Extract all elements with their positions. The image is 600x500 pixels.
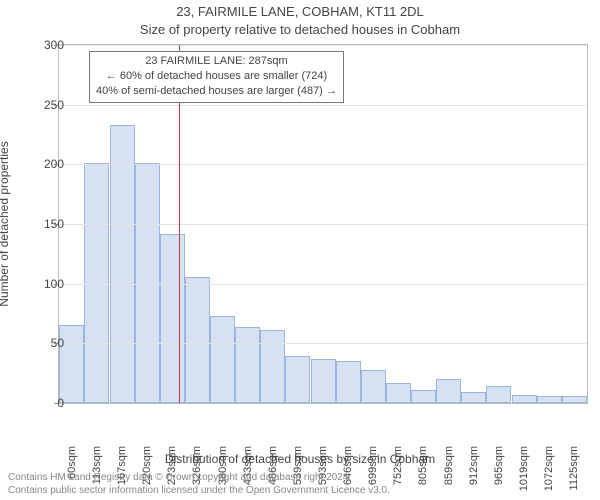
histogram-bar [110, 125, 135, 403]
y-tick-label: 50 [24, 336, 64, 350]
y-tick-mark [54, 164, 58, 165]
histogram-bar [411, 390, 436, 403]
chart-container: 23, FAIRMILE LANE, COBHAM, KT11 2DL Size… [0, 0, 600, 500]
attribution-line2: Contains public sector information licen… [8, 485, 390, 496]
histogram-bar [361, 370, 386, 403]
y-tick-mark [54, 224, 58, 225]
x-axis-label: Distribution of detached houses by size … [0, 452, 600, 466]
y-tick-mark [54, 343, 58, 344]
histogram-bar [436, 379, 461, 403]
histogram-bar [260, 330, 285, 403]
histogram-bar [512, 395, 537, 403]
annotation-line3: 40% of semi-detached houses are larger (… [96, 84, 337, 99]
histogram-bar [235, 327, 260, 403]
y-tick-label: 0 [24, 396, 64, 410]
y-tick-label: 100 [24, 277, 64, 291]
histogram-bar [386, 383, 411, 403]
y-tick-label: 150 [24, 217, 64, 231]
y-tick-mark [54, 284, 58, 285]
plot-area: 23 FAIRMILE LANE: 287sqm ← 60% of detach… [58, 44, 588, 404]
annotation-line1: 23 FAIRMILE LANE: 287sqm [96, 54, 337, 69]
annotation-box: 23 FAIRMILE LANE: 287sqm ← 60% of detach… [89, 51, 344, 103]
histogram-bar [210, 316, 235, 403]
y-axis-label: Number of detached properties [0, 141, 11, 306]
histogram-bar [185, 277, 210, 403]
gridline [59, 224, 587, 225]
gridline [59, 45, 587, 46]
histogram-bar [160, 234, 185, 403]
y-tick-label: 300 [24, 38, 64, 52]
y-tick-mark [54, 105, 58, 106]
histogram-bar [486, 386, 511, 403]
histogram-bar [285, 356, 310, 403]
y-tick-mark [54, 45, 58, 46]
y-tick-label: 250 [24, 98, 64, 112]
chart-title-address: 23, FAIRMILE LANE, COBHAM, KT11 2DL [0, 4, 600, 19]
histogram-bar [562, 396, 587, 403]
histogram-bar [537, 396, 562, 403]
attribution-line1: Contains HM Land Registry data © Crown c… [8, 472, 351, 483]
gridline [59, 284, 587, 285]
y-tick-label: 200 [24, 157, 64, 171]
gridline [59, 343, 587, 344]
annotation-line2: ← 60% of detached houses are smaller (72… [96, 69, 337, 84]
gridline [59, 105, 587, 106]
histogram-bar [336, 361, 361, 403]
histogram-bar [461, 392, 486, 403]
histogram-bar [311, 359, 336, 403]
chart-title-desc: Size of property relative to detached ho… [0, 22, 600, 37]
gridline [59, 164, 587, 165]
y-tick-mark [54, 403, 58, 404]
